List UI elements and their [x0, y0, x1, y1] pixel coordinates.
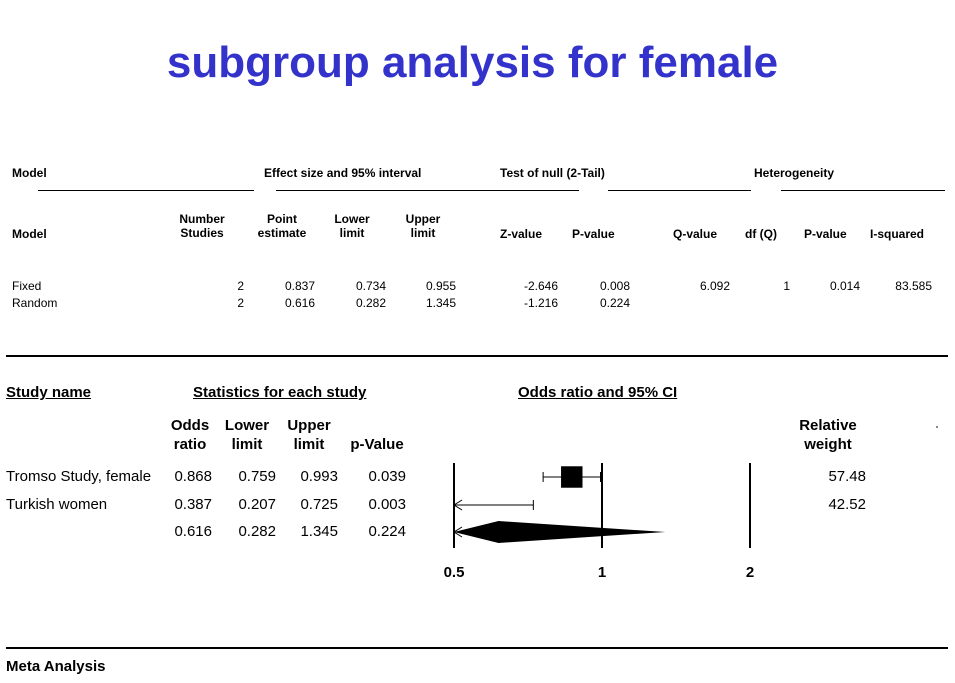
cell-weight: 42.52 [828, 496, 866, 513]
col-model: Model [12, 227, 47, 241]
col-lower-limit: limit [339, 226, 365, 240]
cell-or: 0.868 [174, 468, 212, 485]
cell-df: 1 [783, 279, 790, 293]
col-studies: Studies [180, 226, 224, 240]
header-rule [276, 190, 579, 191]
header-rule [38, 190, 254, 191]
cell-p: 0.039 [368, 468, 406, 485]
cell-p: 0.224 [599, 296, 630, 310]
cell-i2: 83.585 [895, 279, 932, 293]
cell-model: Fixed [12, 279, 42, 293]
cell-n: 2 [237, 279, 244, 293]
group-header-model: Model [12, 166, 47, 180]
stats-header: Statistics for each study [193, 384, 367, 401]
col-p: p-Value [350, 436, 404, 453]
col-lower: Lower [224, 417, 270, 434]
ci-arrow [453, 526, 463, 538]
study-name: Tromso Study, female [6, 468, 152, 485]
cell-p: 0.003 [368, 496, 406, 513]
cell-p: 0.224 [368, 523, 406, 540]
col-weight-2: weight [804, 436, 852, 453]
col-upper: Upper [287, 417, 331, 434]
cell-upper: 0.725 [300, 496, 338, 513]
header-rule [608, 190, 751, 191]
cell-or: 0.387 [174, 496, 212, 513]
cell-lower: 0.207 [238, 496, 276, 513]
cell-upper: 1.345 [300, 523, 338, 540]
group-header-heterogeneity: Heterogeneity [754, 166, 835, 180]
tick-label: 2 [745, 564, 755, 581]
col-i2: I-squared [870, 227, 925, 241]
col-number: Number [179, 212, 225, 226]
cell-weight: 57.48 [828, 468, 866, 485]
plot-header: Odds ratio and 95% CI [518, 384, 678, 401]
col-upper-2: limit [293, 436, 325, 453]
cell-lower: 0.734 [355, 279, 386, 293]
edge-mark [936, 426, 938, 428]
col-z: Z-value [500, 227, 543, 241]
cell-model: Random [12, 296, 58, 310]
tick-label: 0.5 [443, 564, 465, 581]
cell-lower: 0.282 [238, 523, 276, 540]
footer-divider [6, 647, 948, 649]
group-header-test: Test of null (2-Tail) [500, 166, 605, 180]
summary-diamond [454, 521, 666, 543]
header-rule [781, 190, 945, 191]
col-lower-2: limit [231, 436, 263, 453]
col-weight: Relative [799, 417, 857, 434]
cell-lower: 0.759 [238, 468, 276, 485]
col-upper-limit: limit [410, 226, 436, 240]
cell-z: -1.216 [523, 296, 558, 310]
col-p-het: P-value [804, 227, 847, 241]
cell-lower: 0.282 [355, 296, 386, 310]
study-name-header: Study name [6, 384, 92, 401]
col-or: Odds [170, 417, 210, 434]
cell-upper: 1.345 [425, 296, 456, 310]
cell-or: 0.616 [174, 523, 212, 540]
group-header-effect: Effect size and 95% interval [264, 166, 422, 180]
ci-arrow [453, 499, 463, 511]
cell-upper: 0.993 [300, 468, 338, 485]
cell-p: 0.008 [599, 279, 630, 293]
footer-label: Meta Analysis [6, 658, 106, 675]
col-upper: Upper [405, 212, 441, 226]
study-name: Turkish women [6, 496, 108, 513]
cell-q: 6.092 [699, 279, 730, 293]
col-df: df (Q) [745, 227, 777, 241]
col-point: Point [267, 212, 297, 226]
col-q: Q-value [673, 227, 718, 241]
cell-point: 0.837 [284, 279, 315, 293]
page-title: subgroup analysis for female [166, 38, 779, 87]
col-p: P-value [572, 227, 615, 241]
cell-upper: 0.955 [425, 279, 456, 293]
col-or-2: ratio [173, 436, 207, 453]
cell-p-het: 0.014 [829, 279, 860, 293]
col-lower: Lower [334, 212, 370, 226]
cell-point: 0.616 [284, 296, 315, 310]
cell-z: -2.646 [523, 279, 558, 293]
col-estimate: estimate [257, 226, 307, 240]
cell-n: 2 [237, 296, 244, 310]
point-estimate-square [561, 466, 583, 488]
section-divider [6, 355, 948, 357]
tick-label: 1 [597, 564, 607, 581]
